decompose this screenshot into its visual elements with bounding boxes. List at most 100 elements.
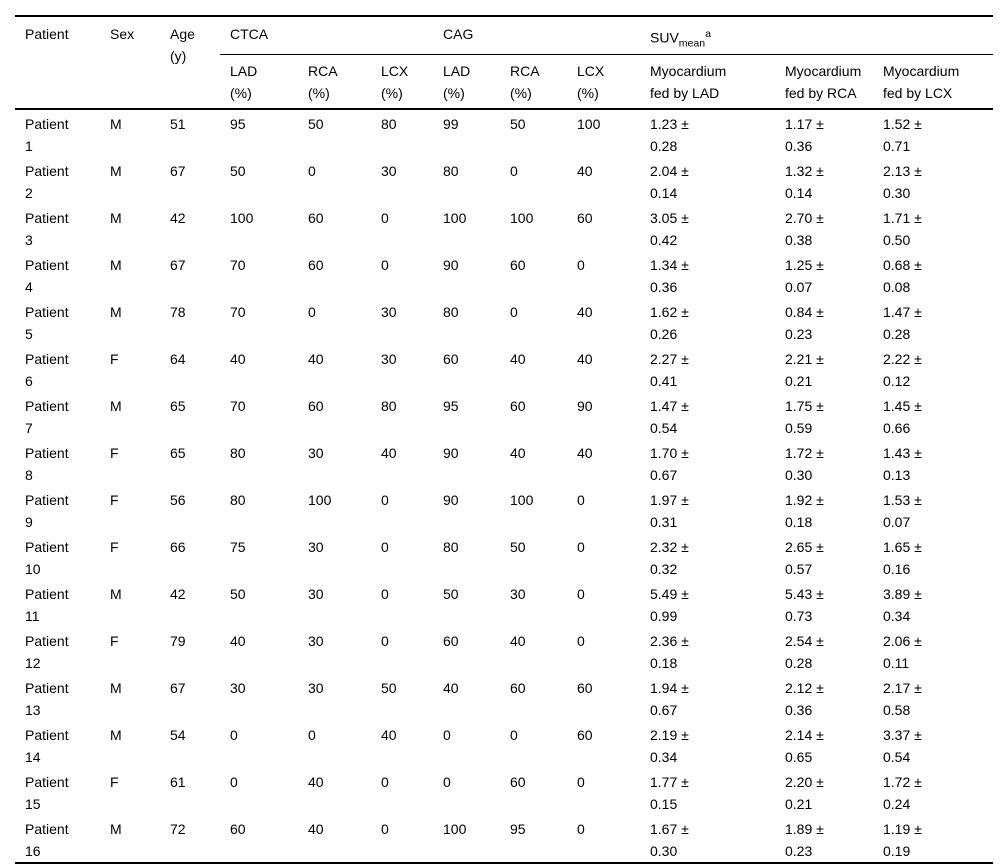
- table-cell: M: [110, 209, 122, 226]
- table-cell: 80: [443, 162, 459, 179]
- table-cell: 40: [230, 632, 246, 649]
- table-cell: 60: [510, 256, 526, 273]
- table-cell: F: [110, 773, 119, 790]
- table-cell: 40: [308, 350, 324, 367]
- table-cell: 3.89 ± 0.34: [883, 585, 922, 624]
- table-cell: 50: [443, 585, 459, 602]
- table-cell: 95: [510, 820, 526, 837]
- table-cell: 100: [577, 115, 601, 132]
- table-cell: 60: [443, 350, 459, 367]
- table-cell: 40: [577, 350, 593, 367]
- table-cell: 0.68 ± 0.08: [883, 256, 922, 295]
- table-cell: 0: [308, 726, 316, 743]
- table-cell: 0: [308, 303, 316, 320]
- table-cell: 0: [308, 162, 316, 179]
- table-cell: 2.65 ± 0.57: [785, 538, 824, 577]
- header-group-row: Patient Sex Age (y) CTCA CAG SUVmeana: [15, 16, 993, 110]
- table-cell: 80: [443, 303, 459, 320]
- table-cell: 42: [170, 585, 186, 602]
- table-cell: Patient 7: [25, 397, 69, 436]
- table-cell: 2.04 ± 0.14: [650, 162, 689, 201]
- table-cell: 80: [381, 397, 397, 414]
- table-cell: 95: [443, 397, 459, 414]
- table-cell: 50: [308, 115, 324, 132]
- table-cell: 30: [308, 585, 324, 602]
- table-cell: 0: [443, 773, 451, 790]
- table-cell: F: [110, 491, 119, 508]
- table-row: Patient 14 M 54 0 0 40 0 0 60 2.19 ± 0.34 2.14 ± 0…: [15, 721, 993, 768]
- table-cell: Patient 9: [25, 491, 69, 530]
- table-row: Patient 1 M 51 95 50 80 99 50 100 1.23 ± 0.28 1.17…: [15, 109, 993, 157]
- table-cell: 2.19 ± 0.34: [650, 726, 689, 765]
- table-cell: 3.05 ± 0.42: [650, 209, 689, 248]
- col-group-ctca: CTCA: [220, 16, 433, 56]
- table-cell: 80: [230, 491, 246, 508]
- table-cell: 1.70 ± 0.67: [650, 444, 689, 483]
- table-cell: 90: [443, 491, 459, 508]
- table-cell: 40: [510, 350, 526, 367]
- table-cell: 1.34 ± 0.36: [650, 256, 689, 295]
- table-cell: 0: [230, 773, 238, 790]
- table-cell: 60: [308, 209, 324, 226]
- table-cell: Patient 3: [25, 209, 69, 248]
- table-cell: 0: [381, 491, 389, 508]
- table-cell: 1.71 ± 0.50: [883, 209, 922, 248]
- table-cell: 30: [308, 679, 324, 696]
- table-cell: Patient 13: [25, 679, 69, 718]
- table-row: Patient 9 F 56 80 100 0 90 100 0 1.97 ± 0.31 1.92 …: [15, 486, 993, 533]
- patient-data-table: Patient Sex Age (y) CTCA CAG SUVmeana LA…: [15, 15, 993, 864]
- col-group-suv: SUVmeana: [640, 16, 993, 56]
- table-row: Patient 12 F 79 40 30 0 60 40 0 2.36 ± 0.18 2.54 ±…: [15, 627, 993, 674]
- table-row: Patient 2 M 67 50 0 30 80 0 40 2.04 ± 0.14 1.32 ± …: [15, 157, 993, 204]
- table-cell: Patient 10: [25, 538, 69, 577]
- table-cell: 2.70 ± 0.38: [785, 209, 824, 248]
- table-cell: 72: [170, 820, 186, 837]
- table-cell: 2.22 ± 0.12: [883, 350, 922, 389]
- table-cell: 30: [381, 303, 397, 320]
- table-cell: 60: [510, 397, 526, 414]
- table-cell: 1.25 ± 0.07: [785, 256, 824, 295]
- table-cell: M: [110, 820, 122, 837]
- table-cell: 66: [170, 538, 186, 555]
- table-cell: 0: [230, 726, 238, 743]
- table-cell: 3.37 ± 0.54: [883, 726, 922, 765]
- suv-label-base: SUV: [650, 29, 679, 46]
- table-cell: 56: [170, 491, 186, 508]
- table-cell: Patient 8: [25, 444, 69, 483]
- table-cell: 1.53 ± 0.07: [883, 491, 922, 530]
- table-cell: 1.72 ± 0.30: [785, 444, 824, 483]
- suv-label-subscript: mean: [678, 37, 706, 50]
- table-cell: 1.89 ± 0.23: [785, 820, 824, 859]
- table-cell: 0: [577, 491, 585, 508]
- table-cell: 0: [381, 538, 389, 555]
- table-cell: 0: [510, 726, 518, 743]
- table-cell: 2.32 ± 0.32: [650, 538, 689, 577]
- table-cell: 40: [577, 303, 593, 320]
- table-cell: F: [110, 350, 119, 367]
- table-cell: 0: [577, 538, 585, 555]
- table-row: Patient 16 M 72 60 40 0 100 95 0 1.67 ± 0.30 1.89 …: [15, 815, 993, 863]
- table-cell: 50: [381, 679, 397, 696]
- table-cell: 2.06 ± 0.11: [883, 632, 922, 671]
- table-cell: 100: [510, 209, 534, 226]
- col-header-patient: Patient: [15, 16, 100, 110]
- table-cell: 2.54 ± 0.28: [785, 632, 824, 671]
- table-cell: 80: [381, 115, 397, 132]
- table-row: Patient 11 M 42 50 30 0 50 30 0 5.49 ± 0.99 5.43 ±…: [15, 580, 993, 627]
- table-cell: 1.47 ± 0.54: [650, 397, 689, 436]
- table-cell: 50: [230, 162, 246, 179]
- col-header-cag-lcx: LCX (%): [567, 54, 640, 110]
- table-cell: M: [110, 303, 122, 320]
- table-cell: 60: [443, 632, 459, 649]
- table-cell: Patient 2: [25, 162, 69, 201]
- table-cell: 50: [230, 585, 246, 602]
- table-cell: 1.17 ± 0.36: [785, 115, 824, 154]
- table-cell: 1.97 ± 0.31: [650, 491, 689, 530]
- table-row: Patient 6 F 64 40 40 30 60 40 40 2.27 ± 0.41 2.21 …: [15, 345, 993, 392]
- table-cell: 40: [510, 632, 526, 649]
- table-cell: 51: [170, 115, 186, 132]
- table-cell: F: [110, 444, 119, 461]
- table-cell: 0: [577, 773, 585, 790]
- col-header-suv-rca: Myocardium fed by RCA: [775, 54, 873, 110]
- table-cell: M: [110, 115, 122, 132]
